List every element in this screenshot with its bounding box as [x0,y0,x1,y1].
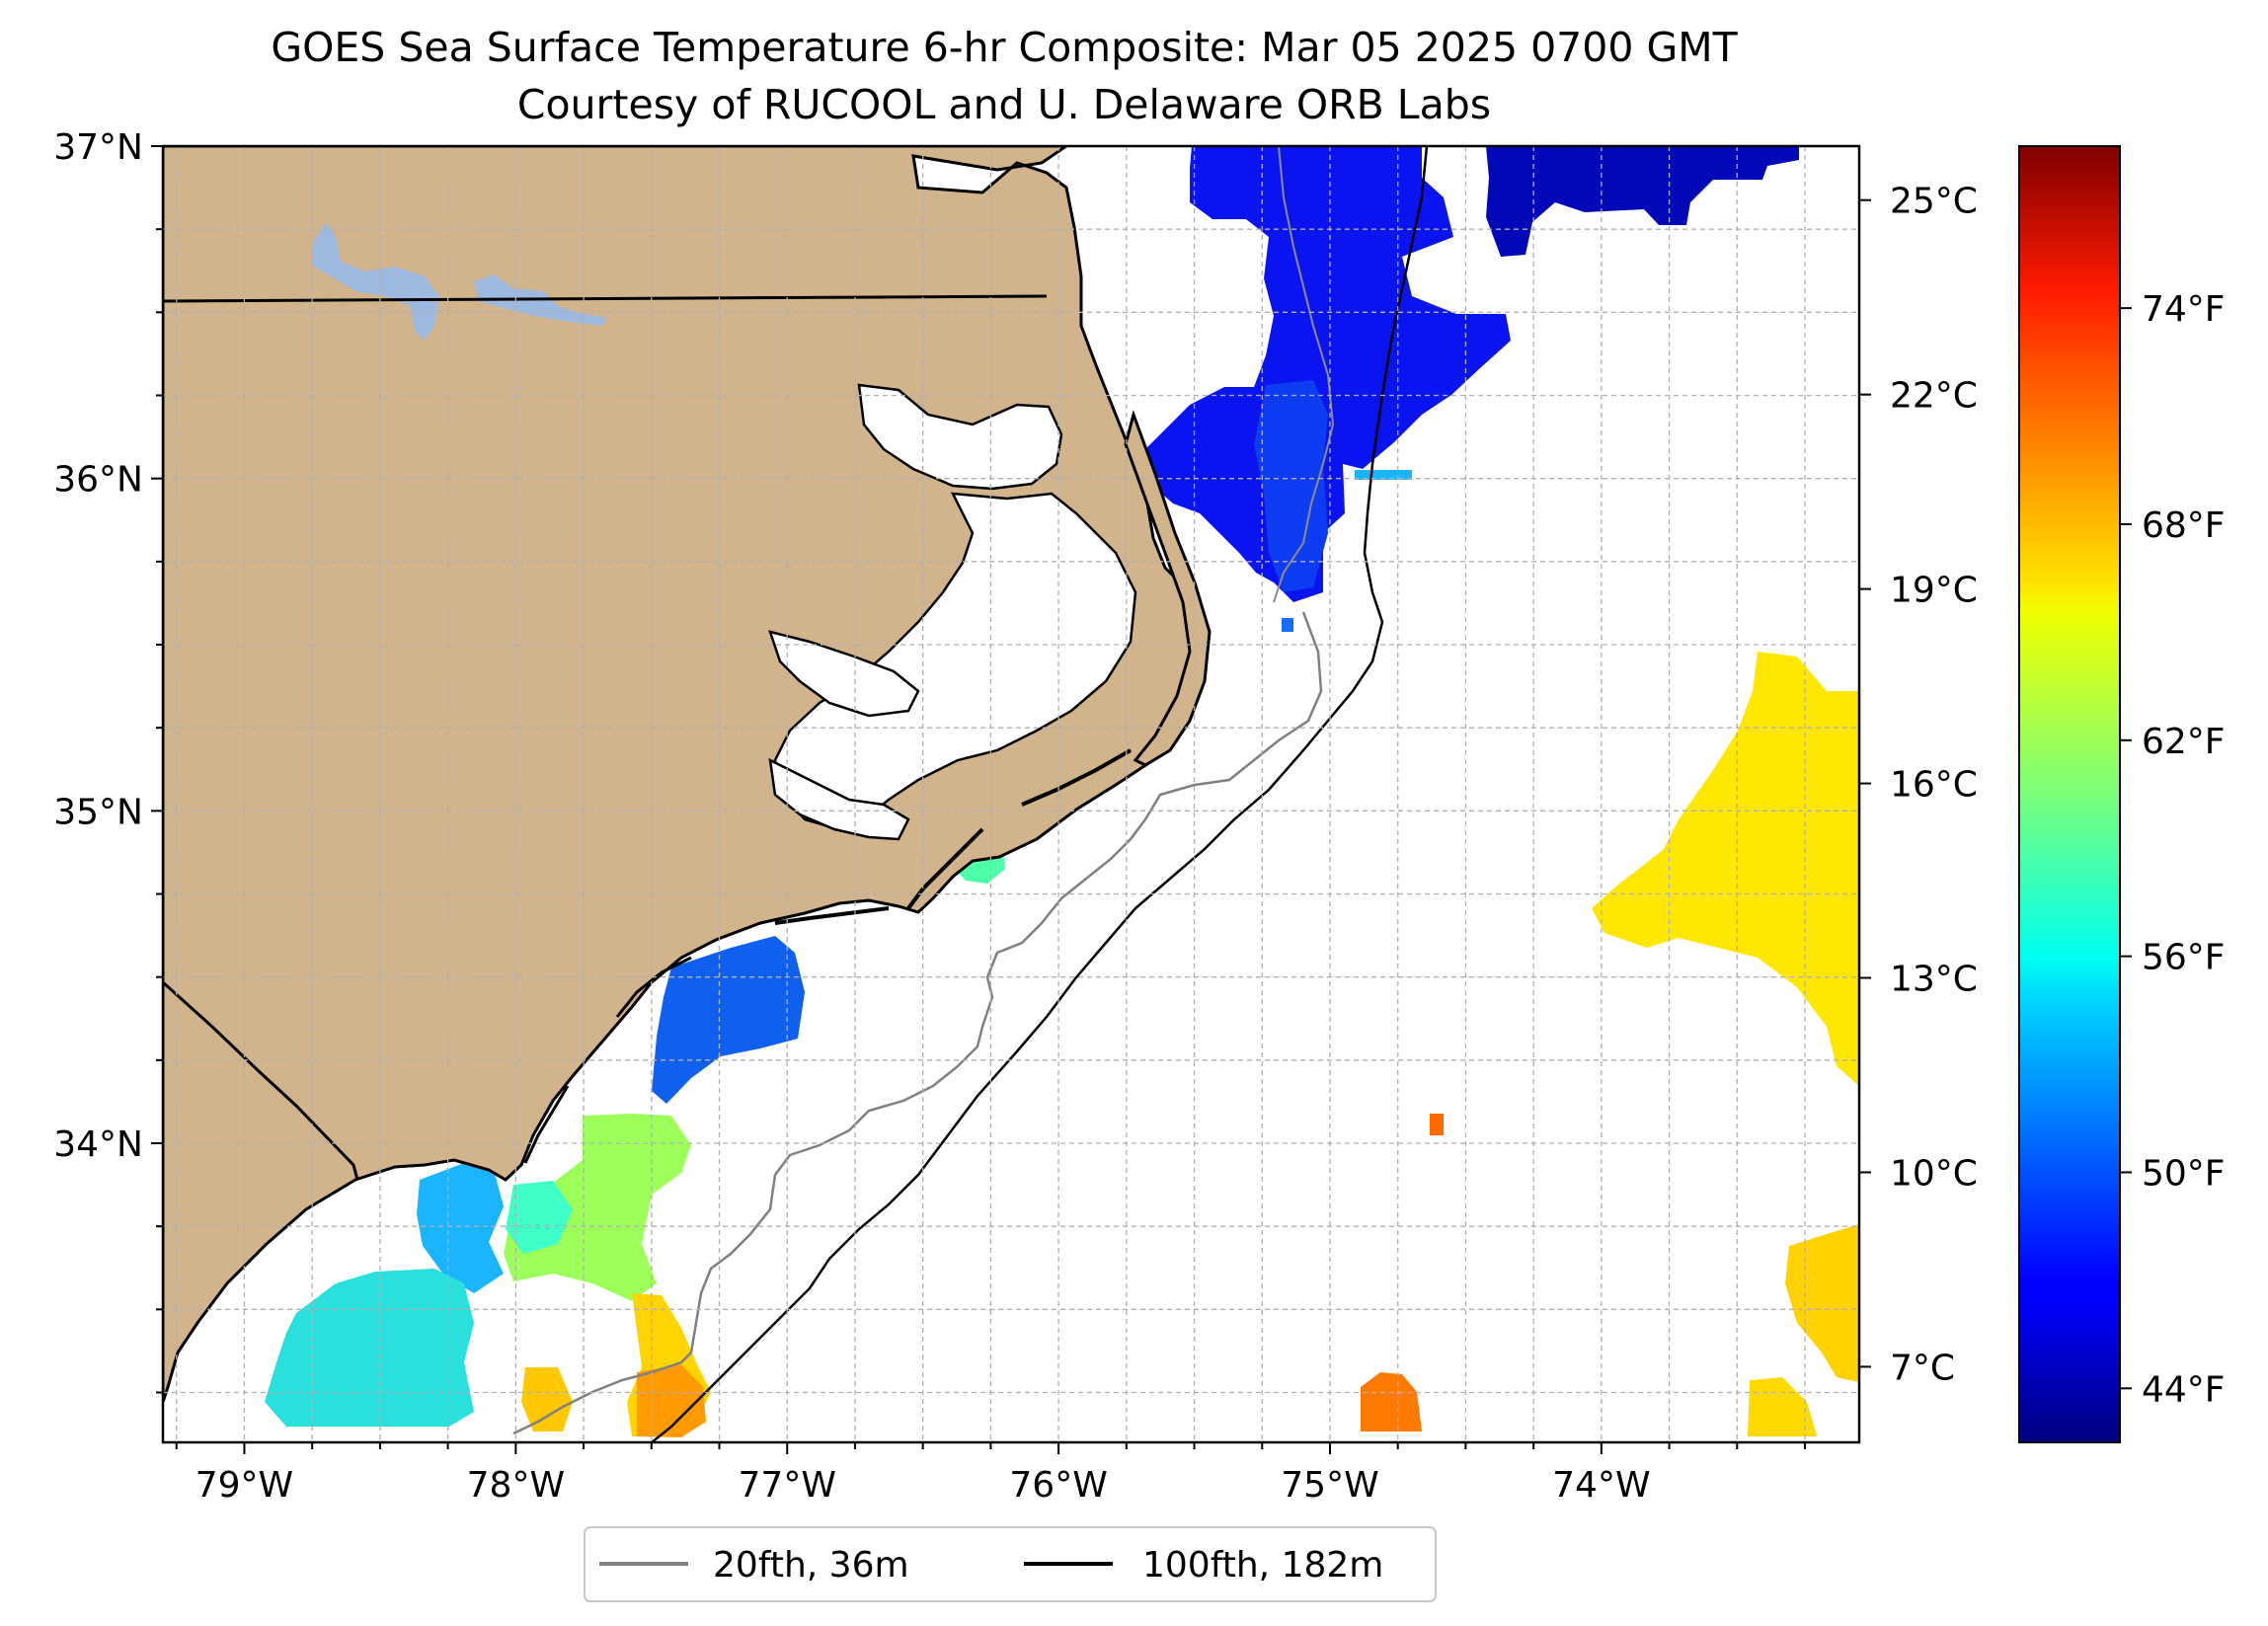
colorbar-gradient [2018,145,2121,1443]
land-bogue-banks [774,906,890,925]
colorbar-celsius-label: 19°C [1890,571,1978,611]
colorbar-fahrenheit-label: 56°F [2142,938,2226,978]
map-title-line1: GOES Sea Surface Temperature 6-hr Compos… [271,24,1738,71]
water-albemarle-sound [857,383,1063,491]
contour-20fth-36m [512,611,1323,1435]
depth-legend: 20fth, 36m 100fth, 182m [584,1526,1437,1602]
colorbar-fahrenheit-label: 68°F [2142,505,2226,546]
land-core-banks [906,748,1132,910]
sst-patch-northeast-navy [1486,146,1799,257]
map-axes: 79°W 78°W 77°W 76°W 75°W 74°W 37°N 36°N 35°N 34°N [53,127,1807,1506]
contour-100fth-182m [651,146,1429,1442]
sst-patch-longbay-green [504,1114,691,1301]
x-tick-label: 75°W [1281,1465,1378,1506]
x-tick-label: 77°W [739,1465,836,1506]
land-outer-banks [1124,410,1212,767]
sst-patch-longbay-aqua [506,1181,573,1254]
sst-patch-east-yellow-lower [1785,1224,1859,1382]
y-tick-label: 36°N [53,460,143,501]
x-tick-label: 79°W [196,1465,293,1506]
colorbar-fahrenheit-label: 62°F [2142,722,2226,762]
colorbar-fahrenheit-label: 74°F [2142,289,2226,330]
x-tick-label: 76°W [1009,1465,1107,1506]
colorbar-celsius-label: 16°C [1890,765,1978,806]
state-border-va-nc [163,294,1048,303]
sst-patch-orange-south [1361,1372,1422,1432]
colorbar-fahrenheit-label: 50°F [2142,1153,2226,1194]
lake-kerr-lake [311,222,439,341]
legend-box [584,1526,1437,1602]
sst-patch-small-blue [1282,618,1293,632]
sst-patch-southwest [265,1269,474,1427]
sst-patch-orange-dot [1430,1114,1444,1135]
state-border-nc-sc [163,980,359,1181]
colorbar-ticks: 25°C 22°C 19°C 16°C 13°C 10°C 7°C 74°F 68°F 62°F 5… [1859,182,2226,1410]
legend-label-20fth: 20fth, 36m [713,1545,909,1586]
colorbar-celsius-label: 7°C [1890,1348,1955,1388]
sst-patch-small-cyan [1355,470,1412,480]
sst-patch-north-blue-inner [1254,380,1328,592]
map-gridlines [163,146,1859,1442]
colorbar-fahrenheit-label: 44°F [2142,1369,2226,1410]
x-tick-label: 74°W [1552,1465,1650,1506]
sst-patch-north-blue [1140,146,1511,602]
colorbar-celsius-label: 13°C [1890,960,1978,1000]
colorbar-celsius-label: 10°C [1890,1153,1978,1194]
land-cape-fear-coast [523,956,692,1164]
sst-patch-onslow-blue [652,936,805,1104]
sst-colorbar: 25°C 22°C 19°C 16°C 13°C 10°C 7°C 74°F 68°F 62°F 5… [1859,145,2226,1443]
sst-patch-capefear-orange [637,1364,706,1437]
map-plot-area [163,146,1859,1442]
map-title-line2: Courtesy of RUCOOL and U. Delaware ORB L… [517,81,1491,128]
sst-patch-small-yellow-south [521,1367,573,1432]
legend-label-100fth: 100fth, 182m [1142,1545,1383,1586]
y-tick-label: 37°N [53,127,143,168]
water-neuse-river [768,757,910,841]
y-tick-label: 34°N [53,1124,143,1165]
x-tick-label: 78°W [467,1465,565,1506]
y-tick-label: 35°N [53,792,143,832]
colorbar-celsius-label: 25°C [1890,182,1978,222]
sst-patch-longbay-cyan [417,1163,504,1293]
map-frame [161,144,1861,1444]
water-pamlico-inlet [768,630,920,718]
colorbar-celsius-label: 22°C [1890,376,1978,417]
